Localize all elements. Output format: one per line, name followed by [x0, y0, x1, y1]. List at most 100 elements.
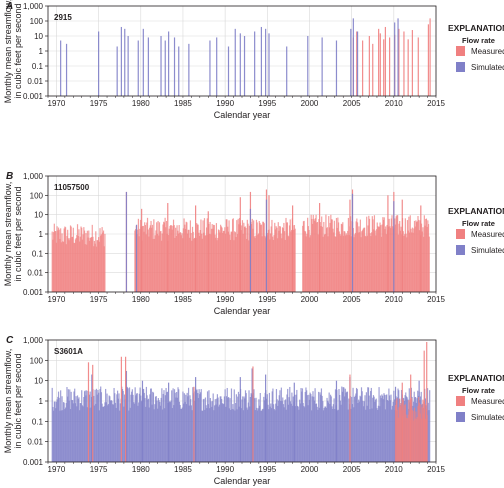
simulated-bar: [269, 406, 271, 462]
measured-bar: [79, 236, 81, 292]
measured-bar: [231, 219, 234, 292]
measured-bar: [325, 214, 327, 292]
measured-bar: [371, 232, 373, 292]
y-tick-label: 10: [34, 211, 43, 220]
measured-bar: [326, 227, 328, 292]
measured-bar: [82, 234, 84, 292]
simulated-bar: [389, 400, 391, 462]
measured-bar: [312, 214, 314, 292]
simulated-bar: [135, 224, 138, 292]
legend-label-simulated: Simulated: [471, 413, 504, 422]
simulated-bar: [287, 388, 289, 462]
measured-bar: [168, 235, 170, 292]
measured-bar: [253, 220, 255, 292]
simulated-bar: [76, 406, 78, 462]
measured-bar: [322, 236, 324, 292]
measured-bar: [160, 230, 162, 292]
measured-bar: [54, 230, 56, 292]
measured-bar: [399, 230, 402, 292]
measured-bar: [162, 224, 164, 292]
simulated-bar: [81, 390, 83, 462]
simulated-bar: [158, 400, 160, 462]
y-tick-label: 0.001: [23, 288, 44, 297]
measured-bar: [147, 229, 149, 292]
simulated-bar: [428, 410, 430, 462]
simulated-bar: [223, 396, 226, 462]
measured-bar: [255, 219, 258, 292]
simulated-bar: [199, 394, 201, 462]
measured-bar: [340, 235, 342, 292]
measured-bar: [342, 235, 345, 292]
simulated-bar: [317, 409, 319, 462]
simulated-bar: [171, 408, 174, 462]
simulated-bar: [128, 387, 131, 462]
x-axis-label: Calendar year: [214, 476, 271, 486]
simulated-bar: [60, 390, 62, 462]
simulated-bar: [188, 43, 190, 96]
legend-label-simulated: Simulated: [471, 246, 504, 255]
measured-bar: [178, 225, 180, 292]
simulated-bar: [231, 408, 233, 462]
measured-bar: [199, 230, 201, 292]
measured-bar: [198, 235, 201, 292]
legend-label-simulated: Simulated: [471, 63, 504, 72]
measured-bar: [87, 237, 89, 292]
measured-peak-bar: [125, 356, 127, 462]
simulated-bar: [59, 410, 61, 462]
measured-bar: [95, 246, 98, 292]
simulated-bar: [75, 396, 77, 462]
measured-bar: [423, 215, 425, 292]
simulated-bar: [223, 403, 225, 462]
simulated-bar: [140, 401, 143, 462]
measured-bar: [379, 222, 381, 292]
measured-bar: [56, 226, 58, 292]
simulated-bar: [130, 394, 132, 462]
measured-bar: [337, 217, 339, 292]
measured-bar: [316, 222, 318, 292]
measured-bar: [81, 227, 83, 292]
simulated-bar: [139, 387, 141, 462]
measured-bar: [177, 230, 179, 292]
y-tick-label: 1,000: [23, 336, 44, 345]
measured-bar: [182, 228, 184, 292]
simulated-bar: [254, 398, 256, 462]
y-tick-label: 0.01: [27, 438, 43, 447]
measured-peak-bar: [387, 195, 389, 292]
x-tick-label: 1985: [174, 295, 192, 304]
simulated-bar: [256, 407, 258, 462]
simulated-bar: [144, 398, 146, 462]
measured-bar: [304, 230, 306, 292]
measured-bar: [283, 231, 286, 292]
measured-bar: [409, 215, 411, 292]
measured-bar: [170, 225, 172, 292]
simulated-bar: [84, 390, 86, 462]
measured-bar: [255, 235, 257, 292]
simulated-bar: [114, 393, 116, 462]
simulated-bar: [384, 394, 386, 462]
measured-peak-bar: [410, 374, 412, 462]
measured-bar: [200, 219, 202, 292]
station-label: S3601A: [54, 347, 83, 356]
simulated-bar: [387, 400, 389, 462]
measured-bar: [348, 235, 350, 292]
measured-bar: [328, 227, 331, 292]
measured-bar: [201, 233, 203, 292]
simulated-bar: [67, 396, 69, 462]
measured-bar: [279, 226, 281, 292]
measured-bar: [222, 230, 225, 292]
measured-bar: [55, 231, 57, 292]
simulated-bar: [257, 408, 259, 462]
simulated-bar: [296, 405, 299, 462]
measured-bar: [426, 226, 428, 292]
measured-bar: [212, 228, 214, 292]
simulated-bar: [334, 408, 336, 462]
measured-bar: [398, 407, 400, 462]
measured-bar: [223, 230, 225, 292]
simulated-bar: [164, 395, 166, 462]
simulated-bar: [116, 394, 118, 462]
simulated-bar: [131, 391, 133, 462]
measured-bar: [382, 217, 384, 292]
simulated-bar: [348, 398, 350, 462]
measured-bar: [369, 233, 371, 292]
measured-bar: [192, 231, 194, 292]
